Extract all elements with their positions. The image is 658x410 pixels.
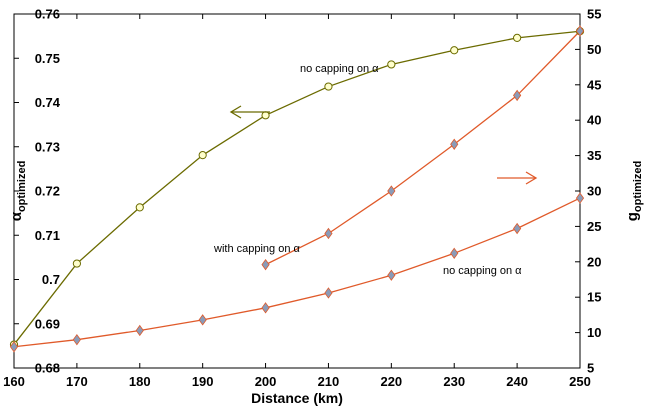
left-y-tick-label: 0.7 [42, 272, 60, 287]
series-1-point [198, 314, 207, 326]
annotation-no-capping-bottom: no capping on α [443, 265, 522, 277]
x-tick-label: 160 [3, 374, 25, 389]
x-axis-ticks: 160 170 180 190 200 210 220 230 240 250 [3, 14, 591, 389]
series-1-point [387, 269, 396, 281]
series-1-point [324, 287, 333, 299]
left-y-tick-label: 0.69 [35, 316, 60, 331]
right-y-tick-label: 10 [587, 325, 601, 340]
plot-area [13, 13, 581, 369]
series-0-point [72, 259, 81, 268]
left-axis-arrow-icon [229, 105, 270, 119]
right-y-tick-label: 45 [587, 77, 601, 92]
right-y-tick-label: 35 [587, 148, 601, 163]
x-axis-title: Distance (km) [251, 390, 343, 406]
left-y-tick-label: 0.72 [35, 184, 60, 199]
right-y-axis-title-sub: optimized [632, 161, 644, 212]
series-2-point [575, 25, 585, 37]
series-1-point [72, 333, 81, 346]
series-1-point [135, 324, 144, 337]
series-0-point [324, 82, 333, 91]
series-0-point [135, 203, 144, 212]
left-y-axis-title: αoptimized [8, 161, 28, 222]
x-tick-label: 240 [506, 374, 528, 389]
series-markers [9, 25, 585, 353]
series-2-point [387, 185, 396, 197]
series-1-point [450, 247, 459, 259]
series-1-point [575, 192, 585, 204]
left-y-tick-label: 0.73 [35, 139, 60, 154]
left-y-axis-ticks: 0.68 0.69 0.7 0.71 0.72 0.73 0.74 0.75 0.76 [14, 7, 61, 376]
series-0-point [387, 60, 396, 69]
right-y-axis-title: goptimized [624, 161, 644, 222]
x-tick-label: 170 [66, 374, 88, 389]
series-2-point [261, 258, 270, 271]
left-y-tick-label: 0.68 [35, 361, 60, 376]
left-y-tick-label: 0.75 [35, 51, 60, 66]
right-y-tick-label: 15 [587, 290, 601, 305]
right-y-tick-label: 50 [587, 42, 601, 57]
series-0-point [450, 46, 459, 55]
series-2-point [324, 227, 333, 240]
right-y-tick-label: 40 [587, 113, 601, 128]
right-y-tick-label: 25 [587, 219, 601, 234]
series-0-point [261, 111, 270, 120]
left-y-tick-label: 0.71 [35, 228, 60, 243]
right-axis-arrow-icon [497, 171, 538, 185]
right-y-tick-label: 55 [587, 7, 601, 22]
series-1-point [261, 302, 270, 314]
right-y-tick-label: 20 [587, 254, 601, 269]
series-0-line [13, 30, 581, 345]
series-0-point [513, 33, 522, 42]
series-1-line [13, 197, 581, 348]
x-tick-label: 190 [192, 374, 214, 389]
x-tick-label: 230 [443, 374, 465, 389]
x-tick-label: 220 [380, 374, 402, 389]
series-2-point [450, 138, 459, 150]
x-tick-label: 200 [255, 374, 277, 389]
series-1-point [513, 222, 522, 235]
x-tick-label: 250 [569, 374, 591, 389]
right-y-axis-title-main: g [624, 212, 641, 221]
x-tick-label: 180 [129, 374, 151, 389]
left-y-axis-title-main: α [8, 211, 25, 221]
series-0-point [198, 151, 207, 160]
x-tick-label: 210 [318, 374, 340, 389]
series-lines [13, 30, 581, 348]
series-2-point [513, 89, 522, 102]
series-2-line [265, 30, 581, 266]
left-y-axis-title-sub: optimized [16, 161, 28, 212]
left-y-tick-label: 0.76 [35, 7, 60, 22]
right-y-tick-label: 5 [587, 361, 594, 376]
right-y-axis-ticks: 5 10 15 20 25 30 35 40 45 50 55 [575, 7, 601, 376]
annotation-with-capping: with capping on α [213, 243, 300, 255]
right-y-tick-label: 30 [587, 184, 601, 199]
left-y-tick-label: 0.74 [35, 95, 61, 110]
annotation-no-capping-top: no capping on α [300, 63, 379, 75]
series-1-point [9, 341, 19, 353]
